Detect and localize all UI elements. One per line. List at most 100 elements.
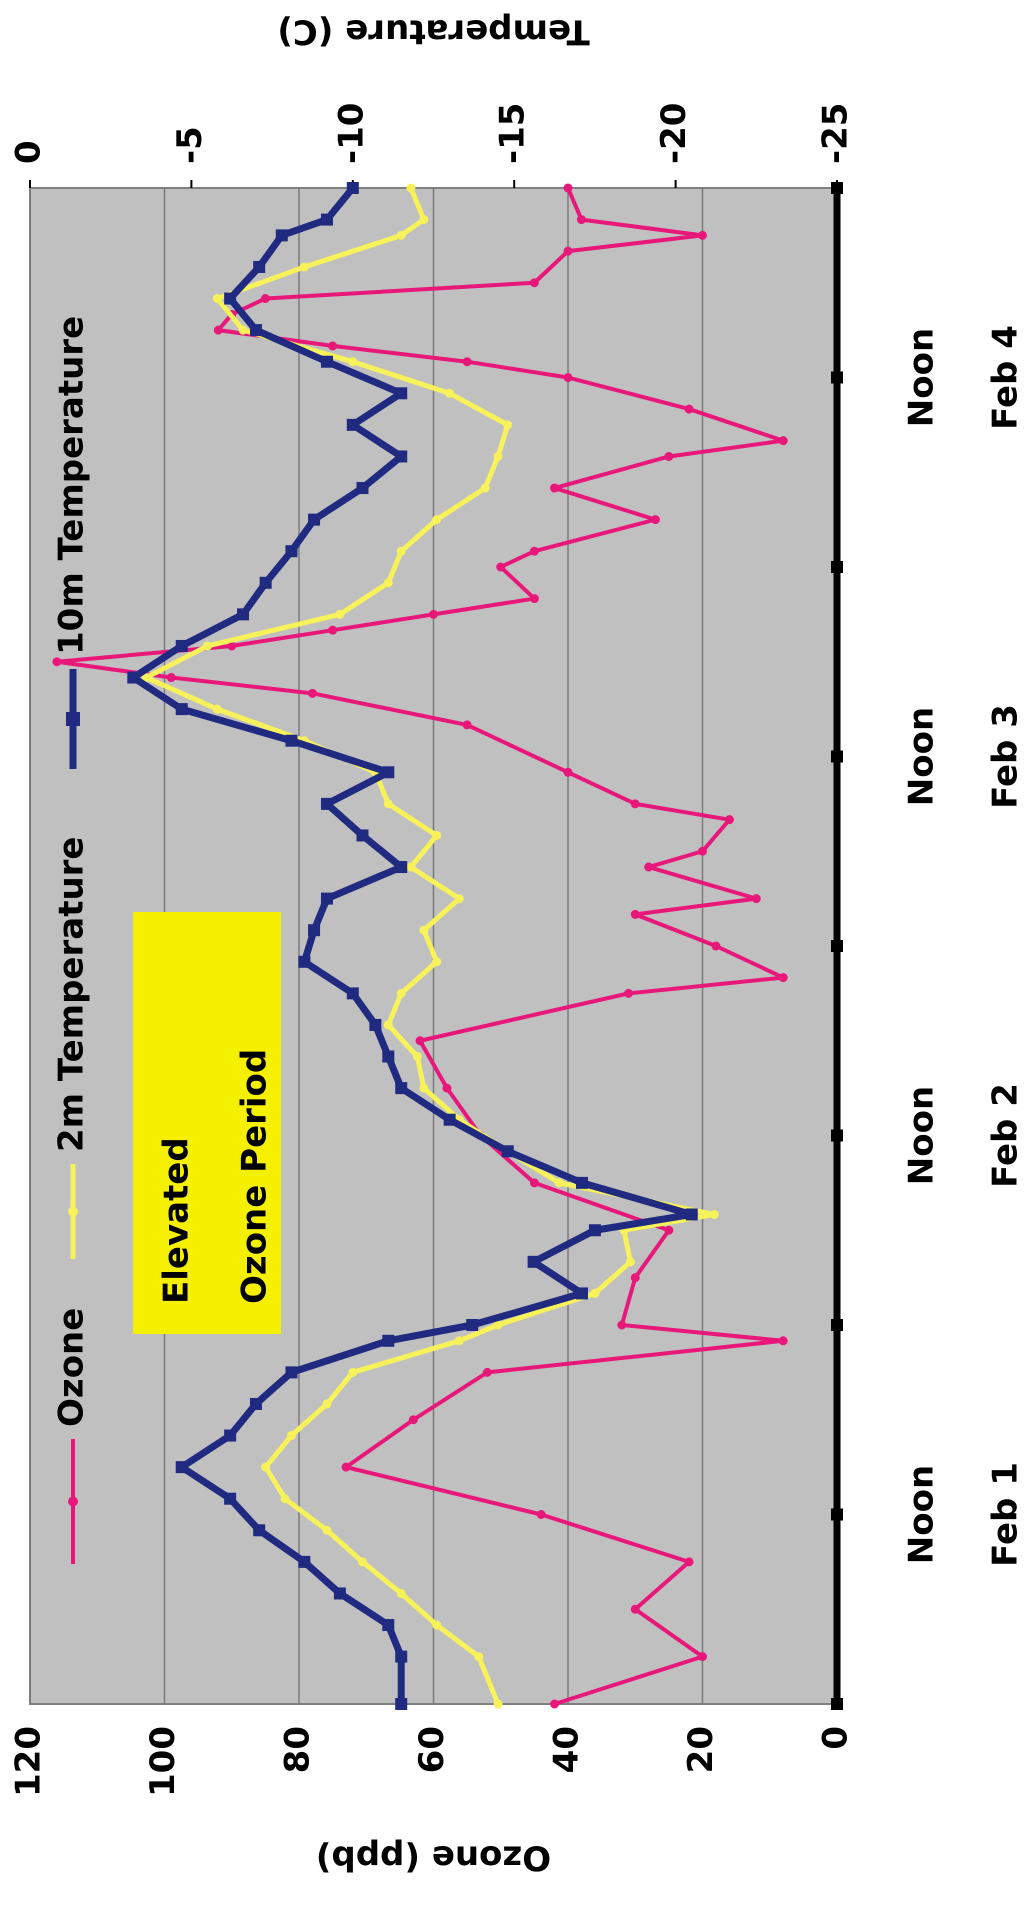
point [348,357,358,367]
point [382,766,395,779]
point [698,846,707,856]
point [382,1619,395,1632]
point [395,1650,408,1663]
point [474,1652,484,1662]
point [286,1431,296,1441]
point [341,1462,351,1472]
point [396,230,406,240]
point [249,1397,262,1410]
point [630,1273,640,1283]
annotation-text: Ozone Period [235,1049,275,1304]
legend-label: 10m Temperature [52,316,92,655]
y2-tick-label: -5 [170,126,210,164]
point [590,1288,600,1298]
point [322,1399,332,1409]
legend-label: 2m Temperature [52,837,92,1152]
point [224,292,237,305]
point [778,973,788,983]
annotation-text: Elevated [157,1137,197,1304]
point [356,829,369,842]
point [576,215,586,225]
point [550,483,560,493]
point [454,894,464,904]
point [285,1366,298,1379]
point [709,1209,719,1219]
x-tick-label: Noon [902,1465,942,1564]
point [383,578,393,588]
point [249,324,262,337]
point [527,1255,540,1268]
point [630,1604,640,1614]
y-axis-title: Ozone (ppb) [316,1838,551,1878]
point [684,1557,694,1567]
point [554,1178,564,1188]
point [212,294,222,304]
x-tick [831,182,843,194]
point [432,957,442,967]
point [396,546,406,556]
point [630,909,640,919]
x-tick [831,750,843,763]
point [275,229,288,242]
point [395,450,408,463]
point [412,1052,422,1062]
point [285,734,298,747]
point [563,246,573,256]
point [52,657,62,667]
legend-marker [68,1496,78,1507]
point [322,1525,332,1535]
point [462,357,472,367]
date-label: Feb 4 [986,325,1026,430]
point [261,1462,271,1472]
y2-tick-label: -20 [654,103,694,164]
point [751,894,761,904]
point [429,609,438,619]
point [259,576,272,589]
y-tick-label: 120 [9,1726,49,1797]
point [493,1320,503,1330]
point [238,325,248,335]
y2-tick-label: 0 [9,140,49,164]
point [462,720,472,730]
point [493,451,503,461]
point [408,1415,418,1425]
point [308,924,321,937]
point [529,1178,539,1188]
point [382,1334,395,1347]
point [529,278,539,288]
point [395,1082,408,1095]
y2-tick-label: -10 [331,103,371,164]
rotated-chart: 0 20 40 60 80 100 120 -25 -20 -15 -10 -5 0 Noon Noon No… [9,12,1026,1878]
point [357,1557,367,1567]
point [382,1050,395,1063]
point [617,1320,627,1330]
point [298,955,311,968]
point [443,1113,456,1126]
point [346,987,359,1000]
point [445,388,455,398]
point [320,355,333,368]
x-tick [831,1698,843,1710]
point [529,594,539,604]
point [260,294,270,304]
point [454,1336,464,1346]
point [253,260,266,273]
point [778,436,788,446]
point [482,1367,492,1377]
point [432,830,442,840]
point [237,608,250,621]
point [298,1555,311,1568]
point [175,703,188,716]
point [778,1336,788,1346]
point [369,1018,382,1031]
point [307,688,317,698]
point [356,482,369,495]
point [348,1367,358,1377]
point [346,418,359,431]
x-tick [831,1319,843,1331]
x-tick [831,1129,843,1142]
point [419,925,429,935]
point [664,451,674,461]
point [563,767,573,777]
